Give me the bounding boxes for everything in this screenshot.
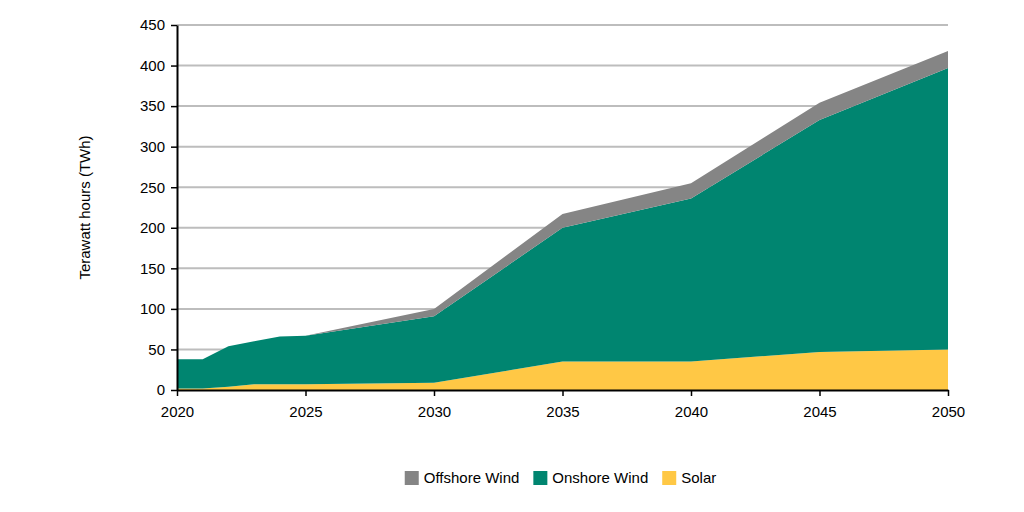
tick: 2045 xyxy=(803,390,836,420)
tick-mark xyxy=(434,390,436,396)
tick-label: 100 xyxy=(140,300,165,317)
tick: 400 xyxy=(140,57,177,74)
tick-mark xyxy=(305,390,307,396)
tick: 2030 xyxy=(418,390,451,420)
tick-mark xyxy=(691,390,693,396)
tick-mark xyxy=(171,106,177,108)
tick-mark xyxy=(819,390,821,396)
legend: Offshore Wind Onshore Wind Solar xyxy=(405,469,717,486)
tick: 0 xyxy=(157,381,177,398)
tick-mark xyxy=(171,25,177,27)
area xyxy=(177,68,948,388)
tick-label: 450 xyxy=(140,16,165,33)
tick-label: 50 xyxy=(148,341,165,358)
tick-label: 2020 xyxy=(161,403,194,420)
tick-mark xyxy=(171,146,177,148)
tick-label: 2025 xyxy=(289,403,322,420)
tick: 100 xyxy=(140,300,177,317)
axis-line xyxy=(177,26,179,391)
y-axis: 0 50 100 150 200 250 300 350 400 450 xyxy=(140,16,178,398)
tick: 450 xyxy=(140,16,177,33)
tick: 2035 xyxy=(546,390,579,420)
legend-item: Onshore Wind xyxy=(533,469,648,486)
tick-mark xyxy=(171,390,177,392)
tick-mark xyxy=(562,390,564,396)
legend-swatch xyxy=(405,471,419,485)
tick: 200 xyxy=(140,219,177,236)
tick-mark xyxy=(171,268,177,270)
legend-label: Offshore Wind xyxy=(424,469,520,486)
tick-label: 0 xyxy=(157,381,165,398)
grid-line xyxy=(177,24,948,26)
tick-label: 250 xyxy=(140,179,165,196)
tick: 300 xyxy=(140,138,177,155)
legend-label: Solar xyxy=(681,469,716,486)
tick-label: 2040 xyxy=(675,403,708,420)
tick-label: 2035 xyxy=(546,403,579,420)
chart: 0501001502002503003504004502020202520302… xyxy=(0,0,1024,512)
tick-label: 400 xyxy=(140,57,165,74)
tick-label: 2050 xyxy=(932,403,965,420)
tick-mark xyxy=(171,65,177,67)
tick-mark xyxy=(171,228,177,230)
area xyxy=(177,51,948,359)
tick: 50 xyxy=(148,341,177,358)
tick-label: 150 xyxy=(140,260,165,277)
grid-line xyxy=(177,65,948,67)
tick-label: 2045 xyxy=(803,403,836,420)
tick-mark xyxy=(171,349,177,351)
x-axis: 2020 2025 2030 2035 2040 2045 2050 xyxy=(161,390,965,420)
legend-label: Onshore Wind xyxy=(552,469,648,486)
tick-label: 300 xyxy=(140,138,165,155)
legend-item: Offshore Wind xyxy=(405,469,520,486)
tick: 2020 xyxy=(161,390,194,420)
tick-label: 350 xyxy=(140,97,165,114)
tick-mark xyxy=(177,390,179,396)
tick-mark xyxy=(948,390,950,396)
axis-title: Terawatt hours (TWh) xyxy=(76,135,93,279)
legend-swatch xyxy=(533,471,547,485)
tick: 250 xyxy=(140,179,177,196)
tick: 2040 xyxy=(675,390,708,420)
legend-item: Solar xyxy=(662,469,716,486)
tick: 150 xyxy=(140,260,177,277)
tick-mark xyxy=(171,187,177,189)
legend-swatch xyxy=(662,471,676,485)
plot-area xyxy=(177,51,948,390)
grid xyxy=(177,25,948,390)
tick-label: 2030 xyxy=(418,403,451,420)
tick: 350 xyxy=(140,97,177,114)
tick: 2050 xyxy=(932,390,965,420)
tick-label: 200 xyxy=(140,219,165,236)
tick-mark xyxy=(171,309,177,311)
tick: 2025 xyxy=(289,390,322,420)
